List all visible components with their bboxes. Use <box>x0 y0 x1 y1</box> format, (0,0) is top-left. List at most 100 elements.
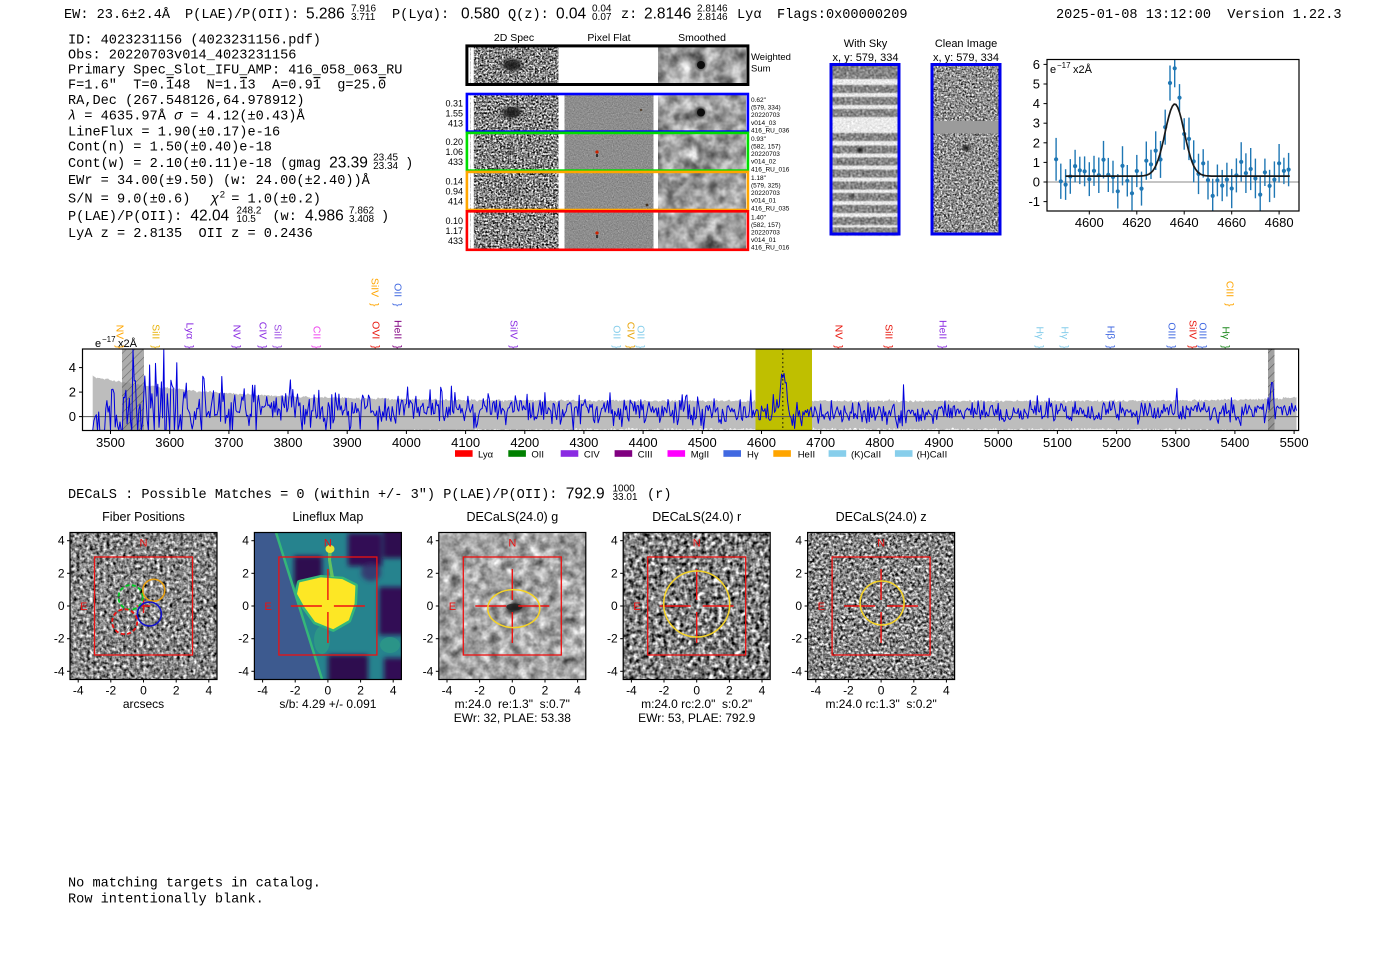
svg-text:SiII }: SiII } <box>882 324 894 349</box>
svg-text:0.580: 0.580 <box>461 6 500 23</box>
svg-text:E: E <box>264 601 271 613</box>
svg-text:Hγ }: Hγ } <box>1058 326 1070 349</box>
svg-text:4: 4 <box>390 684 397 698</box>
svg-text:Hγ: Hγ <box>747 450 759 461</box>
svg-text:P(LAE)/P(OII):: P(LAE)/P(OII): <box>185 8 299 23</box>
svg-text:20220703: 20220703 <box>751 112 780 119</box>
svg-text:(579, 334): (579, 334) <box>751 105 781 112</box>
svg-text:20220703: 20220703 <box>751 230 780 237</box>
svg-text:(w:: (w: <box>272 210 296 225</box>
svg-text:EW: 23.6±2.4Å: EW: 23.6±2.4Å <box>64 7 171 23</box>
svg-text:arcsecs: arcsecs <box>123 697 164 711</box>
svg-text:5400: 5400 <box>1220 435 1249 450</box>
svg-text:414: 414 <box>448 197 463 207</box>
svg-text:5100: 5100 <box>1043 435 1072 450</box>
svg-text:LineFlux = 1.90(±0.17)e-16: LineFlux = 1.90(±0.17)e-16 <box>68 125 280 140</box>
svg-text:OII }: OII } <box>634 325 646 349</box>
svg-text:42.04: 42.04 <box>190 208 229 225</box>
svg-text:1.40": 1.40" <box>751 214 767 221</box>
svg-text:2: 2 <box>173 684 180 698</box>
svg-text:x, y: 579, 334: x, y: 579, 334 <box>933 52 999 64</box>
svg-text:OVI }: OVI } <box>369 321 381 349</box>
svg-text:3500: 3500 <box>96 435 125 450</box>
svg-text:0: 0 <box>140 684 147 698</box>
svg-text:E: E <box>818 601 825 613</box>
svg-text:(K)CaII: (K)CaII <box>851 450 881 461</box>
svg-text:CIII }: CIII } <box>1223 281 1235 307</box>
svg-text:v014_01: v014_01 <box>751 198 776 205</box>
svg-text:SiIV }: SiIV } <box>507 320 519 349</box>
svg-text:4: 4 <box>427 534 434 548</box>
svg-text:-4: -4 <box>54 664 65 678</box>
svg-text:Obs: 20220703v014_4023231156: Obs: 20220703v014_4023231156 <box>68 49 296 64</box>
svg-text:OII: OII <box>531 450 544 461</box>
svg-text:-4: -4 <box>423 664 434 678</box>
svg-text:0: 0 <box>1033 175 1040 190</box>
svg-text:E: E <box>80 601 87 613</box>
svg-text:(582, 157): (582, 157) <box>751 144 781 151</box>
svg-text:2: 2 <box>357 684 364 698</box>
svg-text:N: N <box>324 538 332 550</box>
svg-text:1000: 1000 <box>613 483 636 494</box>
svg-text:m:24.0 re:1.3" s:0.7": m:24.0 re:1.3" s:0.7" <box>455 697 570 711</box>
svg-text:792.9: 792.9 <box>566 486 605 503</box>
svg-text:4400: 4400 <box>629 435 658 450</box>
svg-text:2: 2 <box>726 684 733 698</box>
svg-text:-2: -2 <box>105 684 116 698</box>
svg-text:-4: -4 <box>810 684 821 698</box>
svg-text:S/N = 9.0(±0.6): S/N = 9.0(±0.6) <box>68 192 190 207</box>
svg-text:3900: 3900 <box>333 435 362 450</box>
svg-text:1.55: 1.55 <box>445 108 463 118</box>
svg-text:x2Å: x2Å <box>118 337 138 350</box>
svg-text:0.31: 0.31 <box>445 98 463 108</box>
svg-text:N: N <box>877 538 885 550</box>
svg-text:1.17: 1.17 <box>445 226 463 236</box>
svg-text:2025-01-08 13:12:00 Version 1: 2025-01-08 13:12:00 Version 1.22.3 <box>1056 8 1342 23</box>
svg-text:m:24.0 rc:2.0" s:0.2": m:24.0 rc:2.0" s:0.2" <box>641 697 752 711</box>
svg-text:EWr: 32, PLAE: 53.38: EWr: 32, PLAE: 53.38 <box>454 711 572 725</box>
svg-text:4.986: 4.986 <box>305 208 344 225</box>
svg-text:SiIV }: SiIV } <box>1186 320 1198 349</box>
svg-text:CII }: CII } <box>310 326 322 349</box>
svg-text:Fiber Positions: Fiber Positions <box>102 510 185 524</box>
svg-text:248.2: 248.2 <box>236 205 261 216</box>
svg-text:(H)CaII: (H)CaII <box>917 450 948 461</box>
svg-text:HeII }: HeII } <box>391 320 403 349</box>
svg-text:2: 2 <box>542 684 549 698</box>
svg-text:s/b: 4.29 +/- 0.091: s/b: 4.29 +/- 0.091 <box>279 697 376 711</box>
svg-text:Lyα: Lyα <box>478 450 494 461</box>
svg-text:-2: -2 <box>607 632 618 646</box>
svg-text:Lyα: Lyα <box>737 8 761 23</box>
svg-text:χ: χ <box>210 192 220 207</box>
svg-text:3.408: 3.408 <box>349 214 374 225</box>
svg-text:NV }: NV } <box>832 325 844 349</box>
svg-text:OIII }: OIII } <box>1196 322 1208 349</box>
svg-text:2: 2 <box>242 566 249 580</box>
svg-text:-2: -2 <box>238 632 249 646</box>
svg-text:E: E <box>633 601 640 613</box>
svg-text:LyA z = 2.8135 OII z = 0.2436: LyA z = 2.8135 OII z = 0.2436 <box>68 227 313 242</box>
svg-text:Lyα }: Lyα } <box>183 322 195 349</box>
svg-text:4: 4 <box>759 684 766 698</box>
svg-text:= 4635.97Å: = 4635.97Å <box>84 109 166 125</box>
svg-text:-2: -2 <box>474 684 485 698</box>
svg-text:4700: 4700 <box>806 435 835 450</box>
svg-text:5500: 5500 <box>1280 435 1309 450</box>
svg-text:4800: 4800 <box>865 435 894 450</box>
svg-text:0.14: 0.14 <box>445 177 463 187</box>
svg-text:0: 0 <box>427 599 434 613</box>
svg-text:N: N <box>140 538 148 550</box>
svg-text:10.5: 10.5 <box>236 214 256 225</box>
svg-text:-4: -4 <box>626 684 637 698</box>
svg-text:-2: -2 <box>423 632 434 646</box>
svg-text:0: 0 <box>693 684 700 698</box>
svg-text:0.93": 0.93" <box>751 136 767 143</box>
svg-text:-4: -4 <box>238 664 249 678</box>
svg-text:1: 1 <box>1033 155 1040 170</box>
svg-text:e: e <box>95 338 101 350</box>
svg-text:416_RU_036: 416_RU_036 <box>751 127 790 134</box>
svg-text:4660: 4660 <box>1217 215 1246 230</box>
svg-text:0.62": 0.62" <box>751 97 767 104</box>
svg-text:416_RU_035: 416_RU_035 <box>751 205 790 212</box>
svg-text:Q(z):: Q(z): <box>508 8 549 23</box>
